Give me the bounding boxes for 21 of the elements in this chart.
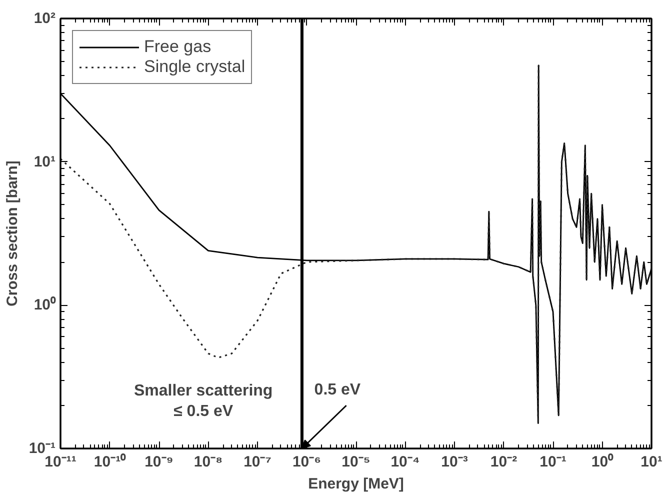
y-tick-label: 10¹ bbox=[34, 153, 56, 170]
x-tick-label: 10⁻¹ bbox=[540, 454, 566, 470]
x-axis-title: Energy [MeV] bbox=[308, 476, 404, 492]
ref-line-label: 0.5 eV bbox=[314, 381, 361, 398]
y-tick-label: 10⁰ bbox=[34, 296, 56, 314]
x-tick-label: 10⁰ bbox=[591, 452, 614, 470]
y-axis-title: Cross section [barn] bbox=[4, 160, 21, 306]
x-tick-label: 10⁻⁵ bbox=[342, 454, 370, 470]
x-tick-label: 10⁻⁷ bbox=[244, 454, 272, 470]
x-tick-label: 10¹ bbox=[640, 454, 662, 470]
x-tick-label: 10⁻² bbox=[490, 454, 518, 470]
x-tick-label: 10⁻¹⁰ bbox=[94, 452, 127, 470]
x-tick-label: 10⁻³ bbox=[441, 454, 468, 470]
x-tick-label: 10⁻⁸ bbox=[194, 454, 223, 470]
x-tick-label: 10⁻⁶ bbox=[292, 454, 322, 470]
legend-label: Single crystal bbox=[144, 57, 246, 77]
y-tick-label: 10² bbox=[34, 10, 56, 27]
x-tick-label: 10⁻⁹ bbox=[144, 454, 174, 470]
annotation: Smaller scattering ≤ 0.5 eV bbox=[134, 382, 273, 420]
x-tick-label: 10⁻⁴ bbox=[390, 454, 420, 470]
legend-label: Free gas bbox=[144, 37, 212, 57]
